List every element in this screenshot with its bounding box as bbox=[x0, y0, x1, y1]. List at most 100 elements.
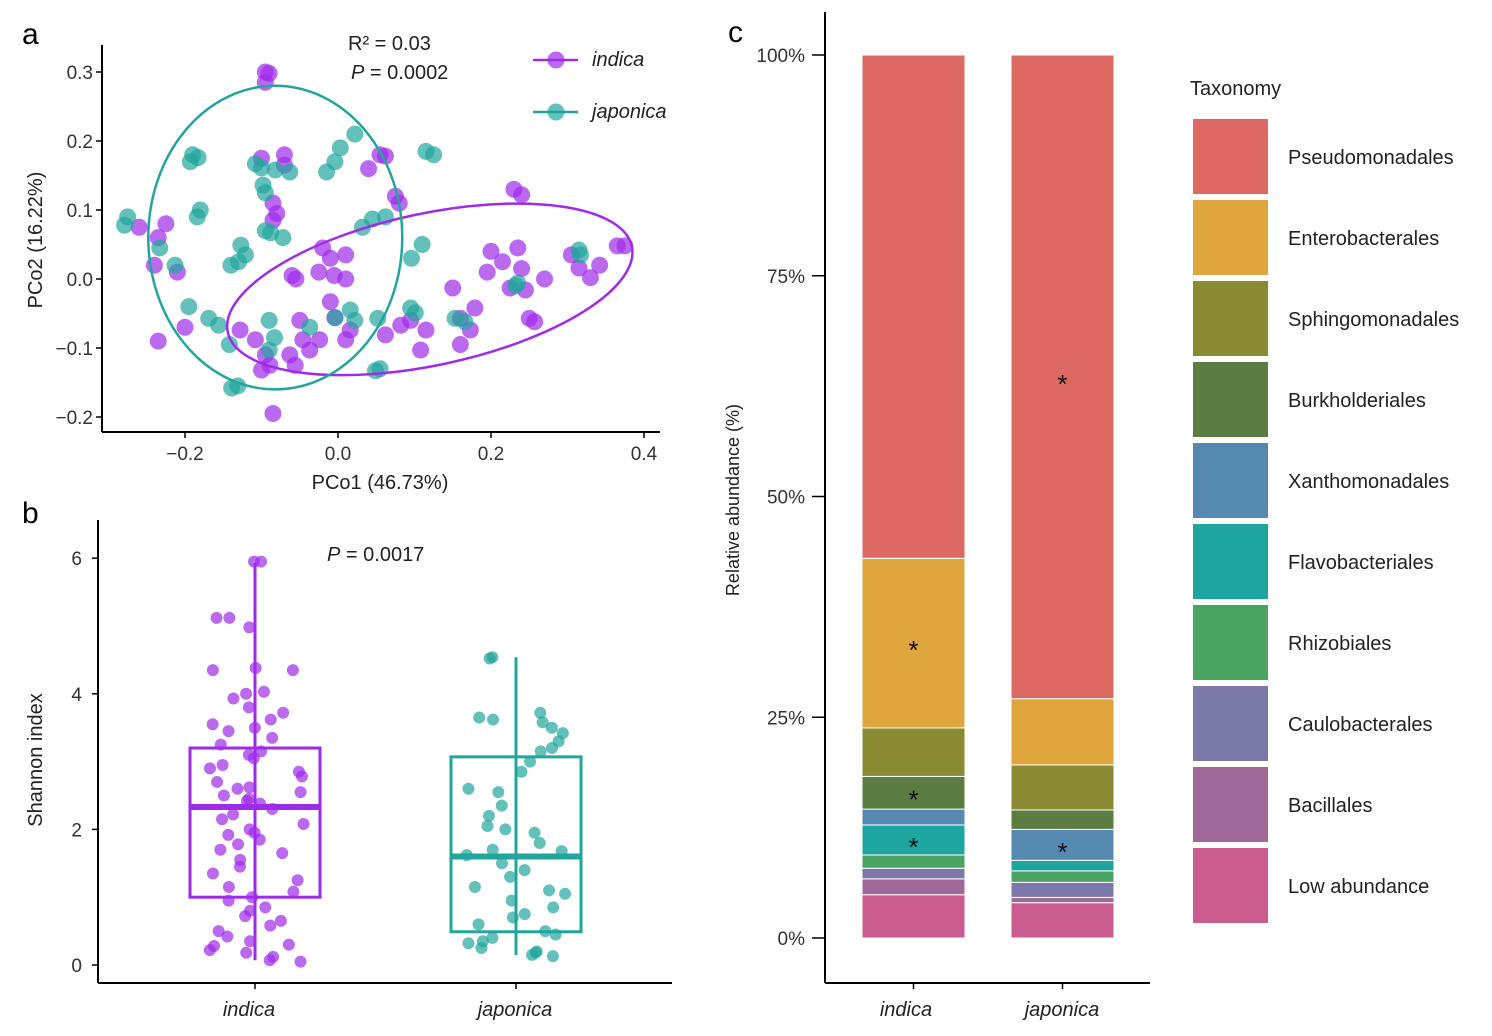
point-japonica bbox=[274, 229, 292, 247]
bar-segment-burkholderiales bbox=[861, 775, 966, 810]
jitter-point-indica bbox=[266, 803, 279, 816]
jitter-point-japonica bbox=[486, 931, 499, 944]
jitter-point-japonica bbox=[559, 887, 572, 900]
legend-swatch bbox=[1193, 119, 1268, 194]
bar-segment-pseudomonadales bbox=[1010, 54, 1115, 700]
jitter-point-japonica bbox=[545, 721, 558, 734]
jitter-point-indica bbox=[294, 786, 307, 799]
legend-title-taxonomy: Taxonomy bbox=[1190, 78, 1281, 100]
point-japonica bbox=[326, 153, 344, 171]
legend-swatch bbox=[1193, 767, 1268, 842]
jitter-point-indica bbox=[222, 894, 235, 907]
point-japonica bbox=[326, 309, 344, 327]
x-tick-indica-c: indica bbox=[880, 999, 932, 1021]
jitter-point-indica bbox=[263, 954, 276, 967]
point-indica bbox=[310, 263, 328, 281]
bar-segment-enterobacterales bbox=[1010, 698, 1115, 766]
point-indica bbox=[287, 270, 305, 288]
bar-segment-enterobacterales bbox=[861, 557, 966, 729]
point-japonica bbox=[116, 216, 134, 234]
jitter-point-indica bbox=[234, 860, 247, 873]
point-indica bbox=[130, 218, 148, 236]
x-tick-label: 0.0 bbox=[325, 444, 351, 465]
point-indica bbox=[417, 321, 435, 339]
jitter-point-indica bbox=[282, 938, 295, 951]
point-japonica bbox=[266, 161, 284, 179]
point-indica bbox=[360, 160, 378, 178]
point-indica bbox=[482, 242, 500, 260]
x-tick-label: −0.2 bbox=[166, 444, 204, 465]
jitter-point-indica bbox=[227, 692, 240, 705]
point-indica bbox=[451, 336, 469, 354]
jitter-point-indica bbox=[242, 792, 255, 805]
jitter-point-japonica bbox=[546, 950, 559, 963]
jitter-point-indica bbox=[243, 781, 256, 794]
jitter-point-japonica bbox=[460, 849, 473, 862]
legend-swatch bbox=[1193, 686, 1268, 761]
x-axis-label-a: PCo1 (46.73%) bbox=[312, 472, 449, 494]
jitter-point-japonica bbox=[534, 745, 547, 758]
bar-segment-burkholderiales bbox=[1010, 809, 1115, 830]
bar-segment-bacillales bbox=[1010, 896, 1115, 904]
legend-label: Low abundance bbox=[1288, 876, 1429, 898]
y-tick-label: 6 bbox=[71, 549, 82, 570]
jitter-point-indica bbox=[297, 817, 310, 830]
x-tick-label: 0.4 bbox=[631, 444, 658, 465]
y-axis-label-c: Relative abundance (%) bbox=[723, 404, 743, 596]
jitter-point-indica bbox=[206, 867, 219, 880]
legend-label-japonica: japonica bbox=[589, 101, 667, 123]
jitter-point-japonica bbox=[528, 826, 541, 839]
legend-swatch bbox=[1193, 443, 1268, 518]
point-indica bbox=[412, 341, 430, 359]
jitter-point-indica bbox=[212, 925, 225, 938]
point-japonica bbox=[406, 304, 424, 322]
x-tick-japonica-b: japonica bbox=[475, 999, 553, 1021]
point-japonica bbox=[260, 341, 278, 359]
jitter-point-indica bbox=[246, 891, 259, 904]
jitter-point-japonica bbox=[546, 742, 559, 755]
legend-label: Xanthomonadales bbox=[1288, 471, 1449, 493]
jitter-point-indica bbox=[294, 955, 307, 968]
bar-segment-bacillales bbox=[861, 878, 966, 896]
bar-segment-xanthomonadales bbox=[1010, 828, 1115, 861]
jitter-point-indica bbox=[216, 813, 229, 826]
y-axis-label-a: PCo2 (16.22%) bbox=[25, 172, 47, 309]
point-indica bbox=[526, 313, 544, 331]
jitter-point-japonica bbox=[472, 918, 485, 931]
y-tick-label: 0 bbox=[71, 956, 82, 977]
jitter-point-japonica bbox=[515, 765, 528, 778]
legend-label: Pseudomonadales bbox=[1288, 147, 1454, 169]
point-indica bbox=[513, 260, 531, 278]
y-tick-label: 100% bbox=[756, 46, 805, 67]
point-japonica bbox=[366, 362, 384, 380]
jitter-point-japonica bbox=[499, 823, 512, 836]
panel-label-c: c bbox=[728, 16, 743, 49]
y-tick-label: 25% bbox=[767, 708, 805, 729]
point-indica bbox=[337, 270, 355, 288]
jitter-point-indica bbox=[232, 838, 245, 851]
jitter-point-indica bbox=[244, 935, 257, 948]
x-tick-indica-b: indica bbox=[223, 999, 275, 1021]
point-indica bbox=[478, 263, 496, 281]
y-tick-label: 0.1 bbox=[67, 201, 93, 222]
ellipse-indica bbox=[225, 202, 634, 377]
legend-label-indica: indica bbox=[592, 49, 644, 71]
jitter-point-japonica bbox=[492, 786, 505, 799]
jitter-point-indica bbox=[222, 828, 235, 841]
jitter-point-indica bbox=[277, 706, 290, 719]
point-indica bbox=[376, 326, 394, 344]
significance-asterisk: * bbox=[908, 832, 918, 862]
jitter-point-indica bbox=[243, 621, 256, 634]
jitter-point-japonica bbox=[481, 820, 494, 833]
point-japonica bbox=[402, 249, 420, 267]
y-tick-label: 0.2 bbox=[67, 132, 93, 153]
point-japonica bbox=[260, 311, 278, 329]
y-tick-label: −0.1 bbox=[55, 339, 93, 360]
point-japonica bbox=[413, 236, 431, 253]
jitter-point-japonica bbox=[468, 881, 481, 894]
point-japonica bbox=[253, 159, 270, 177]
jitter-point-indica bbox=[276, 847, 289, 860]
jitter-point-indica bbox=[264, 919, 277, 932]
jitter-point-indica bbox=[264, 713, 277, 726]
